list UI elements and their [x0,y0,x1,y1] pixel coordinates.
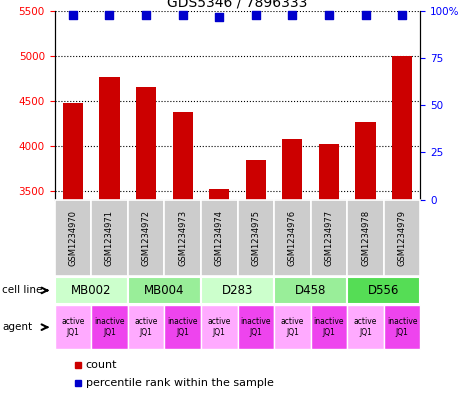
Text: inactive
JQ1: inactive JQ1 [314,318,344,337]
Bar [355,122,376,393]
Text: D458: D458 [295,284,326,297]
Text: MB002: MB002 [71,284,112,297]
Bar [172,112,193,393]
FancyBboxPatch shape [201,200,238,275]
Text: active
JQ1: active JQ1 [281,318,304,337]
FancyBboxPatch shape [384,200,420,275]
Point [252,12,259,18]
Text: GSM1234976: GSM1234976 [288,210,297,266]
FancyBboxPatch shape [164,200,201,275]
FancyBboxPatch shape [55,305,91,349]
Text: percentile rank within the sample: percentile rank within the sample [86,378,274,388]
FancyBboxPatch shape [311,305,347,349]
Text: D556: D556 [368,284,399,297]
Text: GSM1234972: GSM1234972 [142,210,151,266]
Point [289,12,296,18]
FancyBboxPatch shape [128,277,201,304]
FancyBboxPatch shape [238,305,274,349]
Bar [63,103,83,393]
FancyBboxPatch shape [238,200,274,275]
FancyBboxPatch shape [347,305,384,349]
Bar [319,144,339,393]
Bar [99,77,120,393]
Text: inactive
JQ1: inactive JQ1 [240,318,271,337]
Text: GSM1234973: GSM1234973 [178,210,187,266]
Point [398,12,406,18]
Text: count: count [86,360,117,371]
Text: D283: D283 [222,284,253,297]
FancyBboxPatch shape [201,305,238,349]
Text: MB004: MB004 [144,284,185,297]
Bar [392,56,412,393]
Point [69,12,77,18]
Title: GDS5346 / 7896333: GDS5346 / 7896333 [167,0,308,10]
Text: inactive
JQ1: inactive JQ1 [167,318,198,337]
FancyBboxPatch shape [164,305,201,349]
Text: active
JQ1: active JQ1 [61,318,85,337]
FancyBboxPatch shape [91,200,128,275]
Text: active
JQ1: active JQ1 [354,318,377,337]
Point [179,12,186,18]
Point [362,12,370,18]
Point [142,12,150,18]
FancyBboxPatch shape [311,200,347,275]
Text: GSM1234970: GSM1234970 [68,210,77,266]
Text: GSM1234974: GSM1234974 [215,210,224,266]
FancyBboxPatch shape [91,305,128,349]
FancyBboxPatch shape [128,200,164,275]
Bar [246,160,266,393]
FancyBboxPatch shape [347,200,384,275]
FancyBboxPatch shape [274,200,311,275]
FancyBboxPatch shape [274,277,347,304]
Text: GSM1234977: GSM1234977 [324,210,333,266]
Text: GSM1234979: GSM1234979 [398,210,407,266]
FancyBboxPatch shape [55,277,128,304]
Text: GSM1234978: GSM1234978 [361,210,370,266]
FancyBboxPatch shape [347,277,420,304]
Text: GSM1234971: GSM1234971 [105,210,114,266]
Point [325,12,332,18]
FancyBboxPatch shape [384,305,420,349]
Bar [136,87,156,393]
Text: active
JQ1: active JQ1 [208,318,231,337]
FancyBboxPatch shape [201,277,274,304]
FancyBboxPatch shape [55,200,91,275]
Point [216,13,223,20]
FancyBboxPatch shape [128,305,164,349]
Text: cell line: cell line [2,285,43,296]
Point [105,12,113,18]
FancyBboxPatch shape [274,305,311,349]
Text: active
JQ1: active JQ1 [134,318,158,337]
Text: GSM1234975: GSM1234975 [251,210,260,266]
Text: agent: agent [2,322,32,332]
Bar [209,189,229,393]
Text: inactive
JQ1: inactive JQ1 [94,318,125,337]
Text: inactive
JQ1: inactive JQ1 [387,318,418,337]
Bar [282,140,303,393]
